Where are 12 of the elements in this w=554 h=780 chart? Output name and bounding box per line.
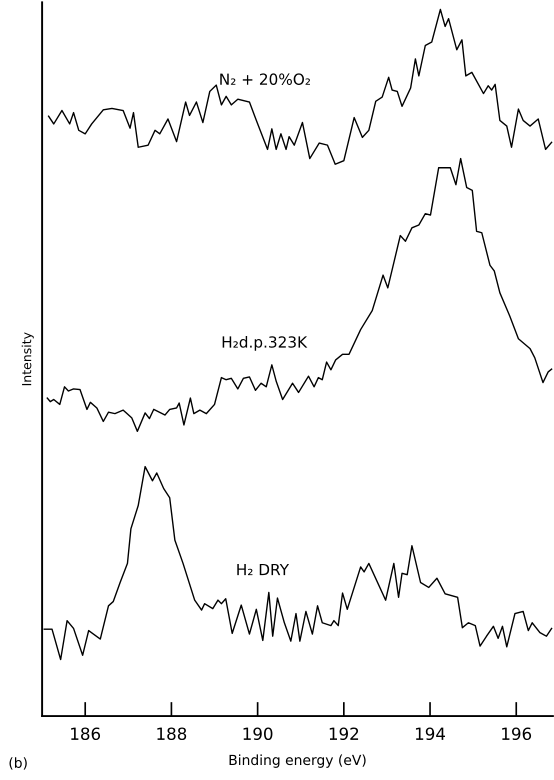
x-tick-label: 192 [330, 727, 358, 740]
text: (b) [10, 757, 27, 770]
x-tick-label: 188 [157, 727, 186, 740]
series-label: N₂ + 20%O₂ [220, 73, 310, 85]
series-label: H₂ DRY [237, 564, 290, 576]
y-axis-title: Intensity [22, 332, 34, 386]
series-label: H₂d.p.323K [222, 336, 308, 351]
x-tick-label: 196 [502, 727, 532, 740]
x-tick-label: 186 [71, 727, 100, 740]
x-tick-label: 190 [244, 727, 272, 740]
x-axis-title: Binding energy (eV) [230, 754, 366, 768]
x-tick-label: 194 [416, 727, 446, 740]
